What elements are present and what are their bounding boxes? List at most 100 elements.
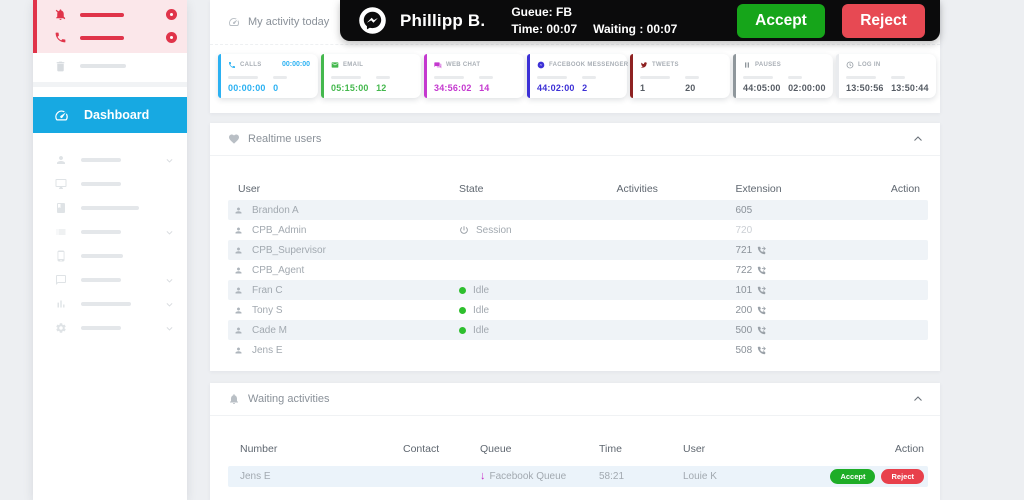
phone-icon	[228, 61, 236, 69]
card-label: FACEBOOK MESSENGER	[549, 61, 629, 68]
waiting-time: 58:21	[599, 471, 625, 482]
sidebar-item-queues[interactable]	[33, 220, 187, 244]
activity-card-calls: CALLS 00:00:00 00:00:00 0	[218, 54, 318, 98]
placeholder-bar	[479, 76, 494, 79]
pauses-icon	[743, 61, 751, 69]
sidebar-item-users[interactable]	[33, 148, 187, 172]
mobile-phone-icon	[55, 250, 67, 262]
extension-number: 722	[735, 264, 753, 276]
user-name: Cade M	[252, 324, 288, 336]
idle-status-dot	[459, 286, 466, 294]
placeholder-bar	[891, 76, 906, 79]
idle-status-dot	[459, 326, 466, 334]
waiting-user: Louie K	[683, 471, 717, 482]
chevron-up-icon[interactable]	[912, 393, 924, 405]
column-header-action: Action	[890, 183, 920, 195]
extension-number: 720	[735, 224, 753, 236]
sidebar-item-chat[interactable]	[33, 268, 187, 292]
placeholder-bar	[582, 76, 597, 79]
placeholder-bar	[81, 326, 121, 330]
card-value: 34:56:02	[434, 83, 472, 93]
reject-button[interactable]: Reject	[842, 3, 925, 38]
sidebar-item-analytics[interactable]	[33, 292, 187, 316]
state-label: Idle	[473, 324, 490, 336]
placeholder-bar	[81, 302, 131, 306]
activity-card-pauses: PAUSES 44:05:00 02:00:00	[733, 54, 833, 98]
phone-forwarded-icon[interactable]	[757, 325, 767, 335]
phone-forwarded-icon[interactable]	[757, 345, 767, 355]
user-name: Tony S	[252, 304, 283, 316]
table-row: CPB_Agent 722	[228, 260, 928, 280]
sidebar-item-screen[interactable]	[33, 172, 187, 196]
gear-icon	[55, 322, 67, 334]
chevron-down-icon	[165, 324, 174, 333]
alert-badge[interactable]	[166, 9, 177, 20]
card-value: 13:50:56	[846, 83, 884, 93]
user-icon	[234, 346, 243, 355]
placeholder-bar	[81, 182, 121, 186]
sidebar-item-settings[interactable]	[33, 316, 187, 340]
down-arrow-icon: ↓	[480, 470, 486, 482]
column-header-queue: Queue	[480, 443, 512, 455]
card-value: 20	[685, 83, 696, 93]
user-icon	[234, 266, 243, 275]
gauge-icon	[228, 16, 240, 28]
user-icon	[234, 226, 243, 235]
messenger-icon	[537, 61, 545, 69]
sidebar-item-phone[interactable]	[33, 244, 187, 268]
extension-number: 101	[735, 284, 753, 296]
user-name: Fran C	[252, 284, 283, 296]
list-icon	[55, 226, 67, 238]
card-value: 44:05:00	[743, 83, 781, 93]
sidebar-alert-item-notifications[interactable]	[37, 3, 187, 26]
card-value: 2	[582, 83, 588, 93]
user-name: CPB_Admin	[252, 224, 307, 236]
heart-icon	[228, 133, 240, 145]
table-row: Tony S Idle 200	[228, 300, 928, 320]
placeholder-bar	[434, 76, 464, 79]
accept-button[interactable]: Accept	[830, 469, 876, 484]
time-label: Time: 00:07	[511, 21, 578, 36]
sidebar-item-dashboard[interactable]: Dashboard	[33, 97, 187, 133]
user-icon	[234, 246, 243, 255]
sidebar-menu	[33, 148, 187, 340]
state-label: Session	[476, 224, 512, 236]
card-label: EMAIL	[343, 61, 364, 68]
sidebar-item-contacts[interactable]	[33, 196, 187, 220]
phone-forwarded-icon[interactable]	[757, 265, 767, 275]
placeholder-bar	[81, 278, 121, 282]
card-label: CALLS	[240, 61, 262, 68]
alert-badge[interactable]	[166, 32, 177, 43]
card-label: LOG IN	[858, 61, 881, 68]
accept-button[interactable]: Accept	[737, 3, 825, 38]
chevron-down-icon	[165, 300, 174, 309]
chevron-up-icon[interactable]	[912, 133, 924, 145]
table-row: Cade M Idle 500	[228, 320, 928, 340]
card-value: 05:15:00	[331, 83, 369, 93]
user-icon	[234, 326, 243, 335]
sidebar-item-trash[interactable]	[33, 54, 187, 78]
phone-forwarded-icon[interactable]	[757, 245, 767, 255]
user-name: Jens E	[252, 344, 283, 356]
column-header-number: Number	[240, 443, 278, 455]
idle-status-dot	[459, 306, 466, 314]
email-icon	[331, 61, 339, 69]
screen-icon	[55, 178, 67, 190]
waiting-number: Jens E	[240, 471, 271, 482]
sidebar-alert-section	[33, 0, 187, 53]
phone-forwarded-icon[interactable]	[757, 305, 767, 315]
sidebar-alert-item-calls[interactable]	[37, 26, 187, 49]
phone-forwarded-icon[interactable]	[757, 285, 767, 295]
activity-card-tweets: TWEETS 1 20	[630, 54, 730, 98]
placeholder-bar	[80, 35, 124, 40]
user-icon	[234, 306, 243, 315]
card-value: 14	[479, 83, 490, 93]
card-label: PAUSES	[755, 61, 782, 68]
dashboard-gauge-icon	[54, 108, 69, 123]
clock-icon	[846, 61, 854, 69]
user-name: CPB_Agent	[252, 264, 305, 276]
extension-number: 200	[735, 304, 753, 316]
reject-button[interactable]: Reject	[881, 469, 924, 484]
card-value: 44:02:00	[537, 83, 575, 93]
